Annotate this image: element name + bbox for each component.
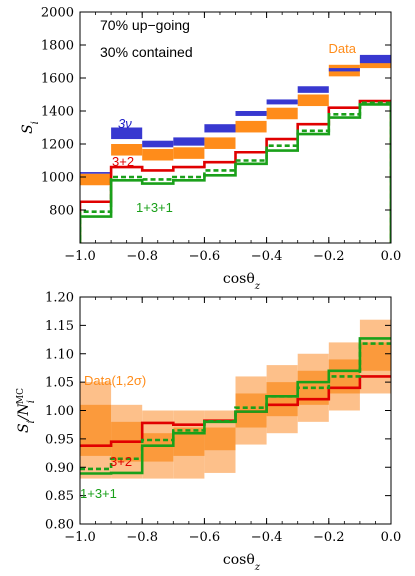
top-panel-si: −1.0 −0.8 −0.6 −0.4 −0.2 0.0 2000 1800 1600 1400 1… — [20, 6, 401, 292]
y-tick-label: 1800 — [41, 39, 74, 54]
y-tick-label: 0.95 — [45, 432, 74, 447]
y-axis-label: Si — [20, 121, 41, 134]
bottom-panel-ratio: −1.0 −0.8 −0.6 −0.4 −0.2 0.0 1.20 1.15 1.10 1.05 1… — [16, 291, 401, 573]
x-tick-label: −0.4 — [251, 530, 283, 545]
x-axis-label: cosθz — [223, 271, 261, 292]
y-tick-label: 1200 — [41, 138, 74, 153]
band-a-bin-6 — [266, 107, 298, 120]
x-tick-label: 0.0 — [381, 530, 402, 545]
band-b-bin-1 — [111, 127, 143, 140]
y-tick-label: 1.10 — [45, 347, 74, 362]
x-tick-label: −0.6 — [189, 530, 221, 545]
x-tick-label: 0.0 — [381, 249, 402, 264]
band-b-bin-4 — [204, 427, 236, 451]
x-tick-label: −0.6 — [189, 249, 221, 264]
band-b-bin-4 — [204, 124, 236, 133]
plot-area — [80, 54, 391, 243]
y-tick-label: 0.85 — [45, 489, 74, 504]
series-label: 3+2 — [112, 154, 134, 169]
y-tick-label: 1.05 — [45, 376, 74, 391]
band-a-bin-7 — [297, 94, 329, 107]
band-b-bin-3 — [173, 427, 205, 456]
series-label: 1+3+1 — [80, 486, 117, 501]
x-tick-label: −0.8 — [126, 249, 158, 264]
annotation-text: 30% contained — [100, 44, 193, 60]
band-b-bin-2 — [142, 433, 174, 462]
series-1-3-1-solid — [80, 337, 391, 475]
x-tick-label: −0.2 — [313, 530, 345, 545]
x-tick-label: −0.4 — [251, 249, 283, 264]
y-tick-label: 1400 — [41, 105, 74, 120]
series-label: 1+3+1 — [136, 200, 173, 215]
band-b-bin-9 — [359, 342, 391, 371]
y-axis-label: Si/NiMC — [16, 388, 37, 433]
series-label: 3+2 — [110, 454, 132, 469]
series-label: Data(1,2σ) — [84, 373, 146, 388]
band-a-bin-1 — [111, 144, 143, 156]
band-b-bin-3 — [173, 137, 205, 146]
x-axis-label: cosθz — [223, 552, 261, 573]
y-tick-label: 0.80 — [45, 518, 74, 533]
series-label: 3ν — [118, 116, 132, 131]
y-tick-label: 800 — [49, 204, 74, 219]
y-tick-label: 1.20 — [45, 291, 74, 306]
band-b-bin-8 — [328, 68, 360, 72]
x-tick-label: −1.0 — [64, 249, 96, 264]
x-tick-label: −1.0 — [64, 530, 96, 545]
band-a-bin-4 — [204, 137, 236, 149]
band-b-bin-6 — [266, 382, 298, 417]
series-label: Data — [329, 41, 357, 56]
band-b-bin-9 — [359, 54, 391, 64]
y-tick-label: 1.00 — [45, 404, 74, 419]
band-b-bin-0 — [80, 172, 112, 174]
y-tick-label: 1000 — [41, 171, 74, 186]
band-a-bin-3 — [173, 147, 205, 159]
band-a-bin-5 — [235, 120, 267, 133]
x-tick-label: −0.2 — [313, 249, 345, 264]
y-tick-label: 1.15 — [45, 319, 74, 334]
y-tick-label: 1600 — [41, 72, 74, 87]
x-tick-label: −0.8 — [126, 530, 158, 545]
annotation-text: 70% up−going — [100, 17, 190, 33]
y-tick-label: 2000 — [41, 6, 74, 21]
band-b-bin-6 — [266, 99, 298, 105]
plot-area — [80, 319, 391, 479]
series-1-3-1-solid — [80, 103, 391, 243]
band-b-bin-2 — [142, 140, 174, 148]
band-a-bin-0 — [80, 173, 112, 186]
series-3-2-solid — [80, 99, 391, 243]
band-b-bin-5 — [235, 111, 267, 116]
band-b-bin-7 — [297, 86, 329, 93]
y-tick-label: 0.90 — [45, 461, 74, 476]
band-a-bin-2 — [142, 148, 174, 161]
band-b-bin-0 — [80, 404, 112, 456]
